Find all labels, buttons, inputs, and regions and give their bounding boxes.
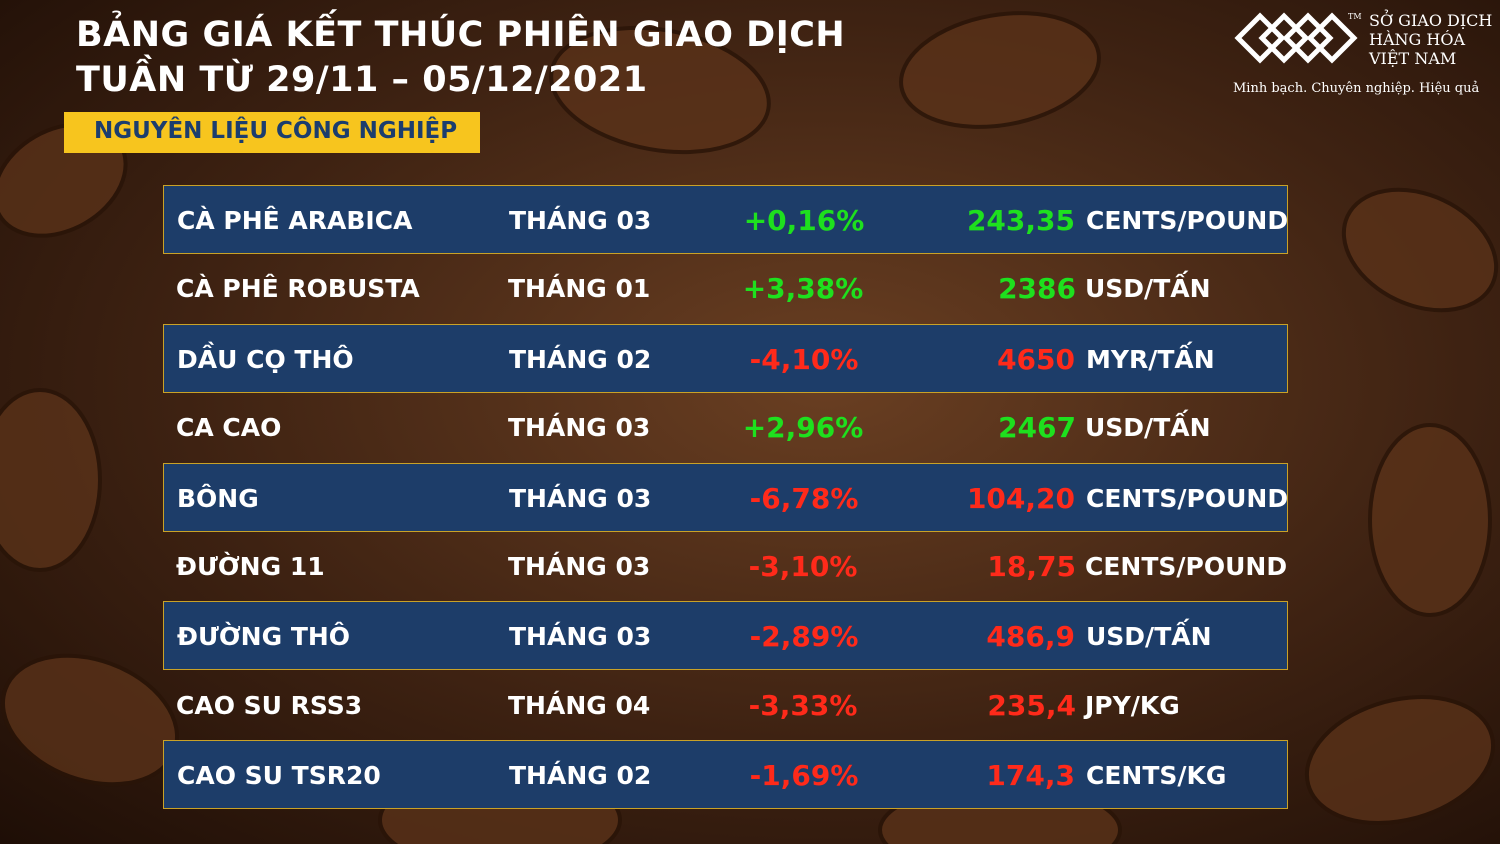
price: 2467 bbox=[998, 411, 1076, 445]
title: BẢNG GIÁ KẾT THÚC PHIÊN GIAO DỊCH bbox=[76, 15, 846, 55]
table-row: CAO SU TSR20 THÁNG 02 -1,69% 174,3 CENTS/KG bbox=[163, 740, 1288, 810]
unit: CENTS/POUND bbox=[1086, 483, 1289, 513]
unit: USD/TẤN bbox=[1086, 622, 1212, 652]
contract-month: THÁNG 02 bbox=[509, 761, 652, 791]
section-label: NGUYÊN LIỆU CÔNG NGHIỆP bbox=[94, 118, 458, 144]
change: +2,96% bbox=[742, 411, 864, 445]
unit: CENTS/POUND bbox=[1085, 552, 1288, 581]
contract-month: THÁNG 03 bbox=[509, 206, 652, 235]
commodity: CAO SU RSS3 bbox=[176, 690, 363, 720]
commodity: ĐƯỜNG 11 bbox=[176, 552, 325, 581]
contract-month: THÁNG 02 bbox=[509, 344, 652, 374]
logo-tm: TM bbox=[1348, 12, 1362, 21]
price: 235,4 bbox=[987, 688, 1076, 722]
commodity: CÀ PHÊ ROBUSTA bbox=[176, 274, 420, 304]
logo-name: VIỆT NAM bbox=[1369, 49, 1457, 68]
contract-month: THÁNG 03 bbox=[508, 413, 651, 443]
change: -3,33% bbox=[748, 688, 858, 722]
commodity: CÀ PHÊ ARABICA bbox=[177, 206, 413, 235]
unit: MYR/TẤN bbox=[1086, 344, 1215, 374]
change: -3,10% bbox=[748, 550, 858, 583]
table-row: ĐƯỜNG 11 THÁNG 03 -3,10% 18,75 CENTS/POUND bbox=[163, 532, 1288, 601]
unit: CENTS/POUND bbox=[1086, 206, 1289, 235]
contract-month: THÁNG 03 bbox=[508, 552, 651, 581]
logo-name: SỞ GIAO DỊCH bbox=[1369, 11, 1493, 30]
unit: USD/TẤN bbox=[1085, 274, 1211, 304]
change: +0,16% bbox=[743, 204, 865, 237]
change: -2,89% bbox=[749, 620, 859, 654]
table-row: CÀ PHÊ ARABICA THÁNG 03 +0,16% 243,35 CENTS/… bbox=[163, 185, 1288, 254]
logo-slogan: Minh bạch. Chuyên nghiệp. Hiệu quả bbox=[1233, 81, 1480, 96]
unit: JPY/KG bbox=[1085, 690, 1180, 720]
logo-mark bbox=[1234, 12, 1358, 64]
contract-month: THÁNG 01 bbox=[508, 274, 651, 304]
table-row: DẦU CỌ THÔ THÁNG 02 -4,10% 4650 MYR/TẤN bbox=[163, 323, 1288, 393]
table-row: CÀ PHÊ ROBUSTA THÁNG 01 +3,38% 2386 USD/TẤN bbox=[163, 254, 1288, 323]
table-row: ĐƯỜNG THÔ THÁNG 03 -2,89% 486,9 USD/TẤN bbox=[163, 601, 1288, 671]
commodity: BÔNG bbox=[177, 483, 259, 513]
change: -4,10% bbox=[749, 342, 859, 376]
title: TUẦN TỪ 29/11 – 05/12/2021 bbox=[76, 60, 648, 100]
change: -6,78% bbox=[749, 481, 859, 515]
commodity: CAO SU TSR20 bbox=[177, 761, 381, 791]
change: -1,69% bbox=[749, 759, 859, 793]
price: 104,20 bbox=[966, 481, 1075, 515]
commodity: CA CAO bbox=[176, 413, 282, 443]
change: +3,38% bbox=[742, 272, 864, 306]
price: 174,3 bbox=[986, 759, 1075, 793]
table-row: CAO SU RSS3 THÁNG 04 -3,33% 235,4 JPY/KG bbox=[163, 671, 1288, 740]
commodity: DẦU CỌ THÔ bbox=[177, 344, 354, 374]
price: 4650 bbox=[997, 342, 1075, 376]
logo-name: HÀNG HÓA bbox=[1369, 30, 1465, 49]
unit: CENTS/KG bbox=[1086, 761, 1227, 791]
price: 2386 bbox=[998, 272, 1076, 306]
table-row: CA CAO THÁNG 03 +2,96% 2467 USD/TẤN bbox=[163, 393, 1288, 462]
unit: USD/TẤN bbox=[1085, 413, 1211, 443]
section-badge: NGUYÊN LIỆU CÔNG NGHIỆP bbox=[64, 112, 480, 153]
contract-month: THÁNG 03 bbox=[509, 622, 652, 652]
price: 486,9 bbox=[986, 620, 1075, 654]
price: 18,75 bbox=[987, 550, 1076, 583]
contract-month: THÁNG 04 bbox=[508, 690, 651, 720]
commodity: ĐƯỜNG THÔ bbox=[177, 622, 351, 652]
table-row: BÔNG THÁNG 03 -6,78% 104,20 CENTS/POUND bbox=[163, 462, 1289, 532]
price: 243,35 bbox=[966, 204, 1075, 237]
contract-month: THÁNG 03 bbox=[509, 483, 652, 513]
